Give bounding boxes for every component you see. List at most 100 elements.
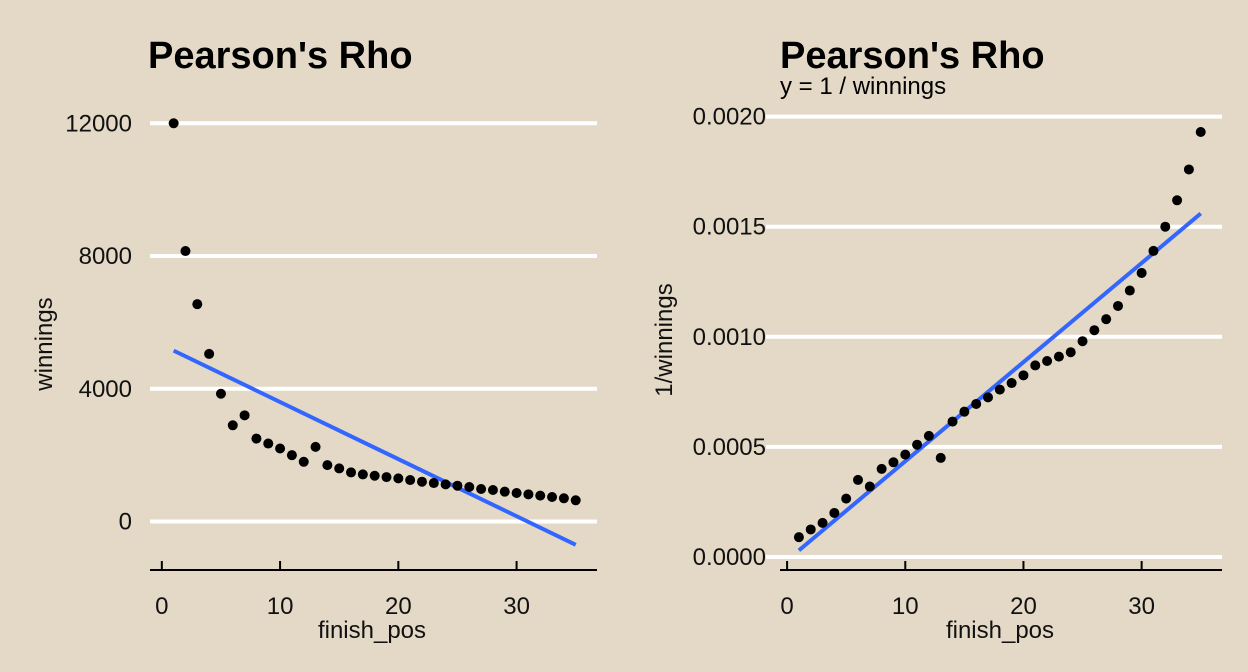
data-point xyxy=(464,482,475,493)
data-point xyxy=(994,384,1005,395)
data-point xyxy=(393,473,404,484)
data-point xyxy=(983,392,993,403)
chart-title: Pearson's Rho xyxy=(148,35,413,77)
data-point xyxy=(204,348,215,359)
data-point xyxy=(452,480,463,491)
x-axis: 0 10 20 30 xyxy=(780,561,1222,620)
data-point xyxy=(1042,356,1053,367)
panel-left: Pearson's Rho 0 4000 8000 12000 0 10 20 30 fin… xyxy=(31,35,597,644)
data-point xyxy=(1089,325,1100,336)
x-tick-label: 20 xyxy=(385,593,412,620)
fit-line-group xyxy=(797,211,1203,552)
data-point xyxy=(1077,336,1088,347)
x-tick-label: 20 xyxy=(1010,593,1037,620)
data-point xyxy=(215,388,226,399)
data-point xyxy=(1006,378,1017,389)
y-tick-label: 0.0010 xyxy=(693,324,766,351)
y-axis-label: 1/winnings xyxy=(651,283,678,396)
data-point xyxy=(947,416,958,427)
data-point xyxy=(923,430,934,441)
x-axis: 0 10 20 30 xyxy=(150,561,597,620)
fit-line-group xyxy=(172,348,577,547)
x-tick-label: 0 xyxy=(155,593,168,620)
data-point xyxy=(1195,127,1206,138)
data-point xyxy=(912,439,923,450)
y-tick-labels: 0.0000 0.0005 0.0010 0.0015 0.0020 xyxy=(693,104,766,571)
data-point xyxy=(558,493,569,504)
data-point xyxy=(570,495,581,506)
data-point xyxy=(310,441,321,452)
data-point xyxy=(864,481,875,492)
data-point xyxy=(251,433,262,444)
data-point xyxy=(1113,300,1123,311)
data-point xyxy=(227,420,238,431)
data-point xyxy=(1018,370,1029,381)
data-point xyxy=(499,486,510,497)
chart-subtitle: y = 1 / winnings xyxy=(780,73,946,100)
data-point xyxy=(168,118,179,129)
data-point xyxy=(357,469,368,480)
data-point xyxy=(322,460,333,471)
y-tick-label: 8000 xyxy=(79,243,132,270)
data-point xyxy=(805,524,816,535)
data-point xyxy=(888,457,899,468)
x-tick-label: 30 xyxy=(1128,593,1155,620)
chart-title: Pearson's Rho xyxy=(780,35,1045,77)
data-point xyxy=(793,532,804,543)
data-point xyxy=(1124,285,1135,296)
y-tick-labels: 0 4000 8000 12000 xyxy=(65,110,132,535)
x-tick-label: 10 xyxy=(892,593,919,620)
x-tick-label: 10 xyxy=(267,593,294,620)
data-point xyxy=(817,517,828,528)
data-point xyxy=(286,450,297,461)
fit-line xyxy=(797,211,1203,552)
data-point xyxy=(959,406,970,417)
gridlines xyxy=(150,121,597,524)
data-point xyxy=(275,443,286,454)
data-point xyxy=(547,491,558,502)
data-point xyxy=(1053,351,1064,362)
y-tick-label: 12000 xyxy=(65,110,132,137)
gridlines xyxy=(766,114,1222,559)
data-point xyxy=(1065,347,1076,358)
data-point xyxy=(1172,195,1183,206)
data-point xyxy=(416,476,427,487)
data-point xyxy=(523,489,534,500)
data-point xyxy=(298,456,309,467)
data-point xyxy=(346,467,357,478)
data-point xyxy=(876,463,887,474)
data-point xyxy=(369,470,380,481)
data-point xyxy=(1160,221,1171,232)
data-point xyxy=(853,474,863,485)
points-group xyxy=(168,118,581,506)
data-point xyxy=(476,484,487,495)
x-tick-label: 0 xyxy=(780,593,793,620)
y-tick-label: 0.0005 xyxy=(693,434,766,461)
data-point xyxy=(180,246,191,257)
y-tick-label: 4000 xyxy=(79,376,132,403)
data-point xyxy=(841,493,852,504)
data-point xyxy=(239,410,250,421)
data-point xyxy=(535,490,546,501)
x-axis-label: finish_pos xyxy=(946,617,1054,644)
data-point xyxy=(935,452,946,463)
y-tick-label: 0.0020 xyxy=(693,104,766,131)
data-point xyxy=(263,438,274,449)
data-point xyxy=(381,472,392,483)
data-point xyxy=(829,507,840,518)
data-point xyxy=(900,449,911,460)
y-tick-label: 0 xyxy=(119,509,132,536)
y-axis-label: winnings xyxy=(31,297,58,391)
data-point xyxy=(1136,267,1147,278)
x-tick-label: 30 xyxy=(503,593,530,620)
y-tick-label: 0.0000 xyxy=(693,544,766,571)
data-point xyxy=(192,299,203,310)
data-point xyxy=(971,398,982,409)
data-point xyxy=(511,487,522,498)
data-point xyxy=(334,463,345,474)
data-point xyxy=(487,485,498,496)
data-point xyxy=(440,479,451,490)
panel-right: Pearson's Rho y = 1 / winnings 0.0000 0.0… xyxy=(651,35,1222,644)
fit-line xyxy=(172,348,577,547)
